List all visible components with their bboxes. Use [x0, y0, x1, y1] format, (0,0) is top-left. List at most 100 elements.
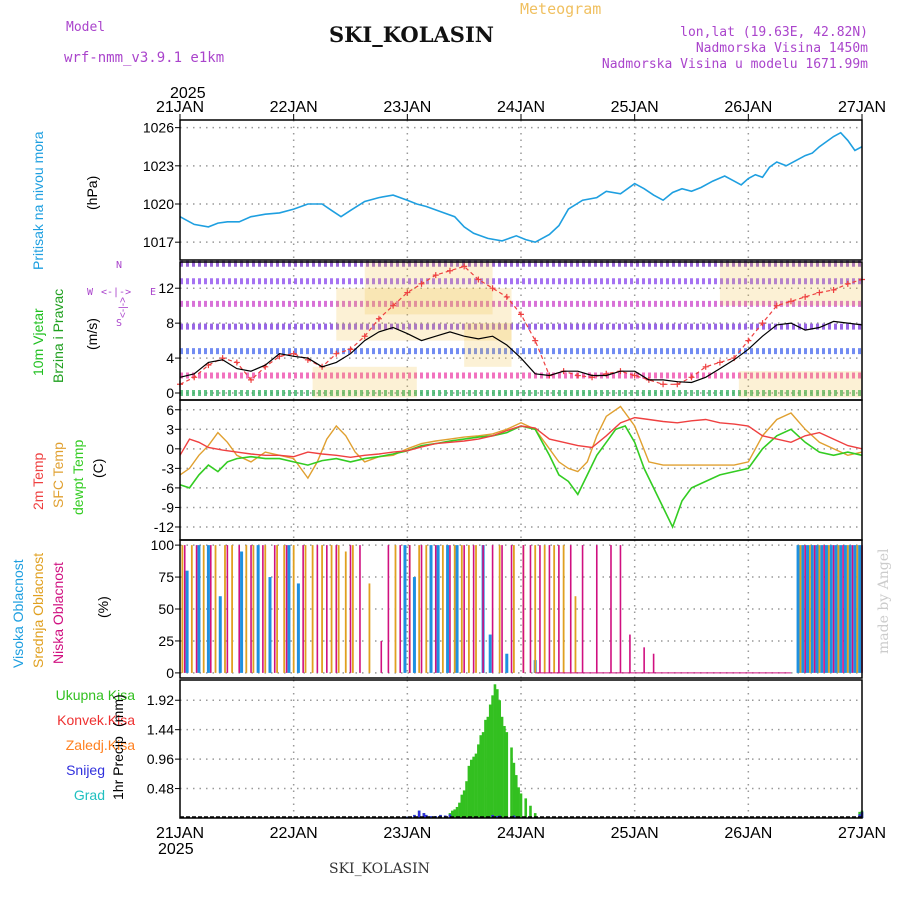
cloud-bar: [425, 545, 428, 673]
cloud-bar: [224, 545, 226, 673]
wind-gust-marker: [802, 293, 809, 300]
wind-gust-marker: [233, 359, 240, 366]
precip-bar: [455, 806, 459, 818]
cloud-bar: [482, 545, 484, 673]
cloud-bar: [581, 545, 584, 673]
wind-gust-marker: [702, 363, 709, 370]
compass-west: W: [87, 287, 94, 298]
model-name: wrf-nmm_v3.9.1 e1km: [64, 50, 225, 66]
cloud-bar: [387, 545, 390, 673]
cloud-bar: [252, 545, 255, 673]
cloud-bar: [498, 545, 501, 673]
day-label-bottom: 25JAN: [611, 825, 659, 842]
y-tick-label: 0.48: [147, 781, 174, 797]
cloud-bar: [799, 545, 802, 673]
legend-conv-precip: Konvek.Kisa: [57, 712, 135, 728]
cloud-bar: [491, 545, 494, 673]
wind-gust-marker: [461, 263, 468, 270]
cloud-bar: [851, 545, 854, 673]
cloud-bar: [418, 545, 421, 673]
cloud-bar: [534, 545, 537, 673]
cloud-bar: [610, 545, 612, 673]
cloud-bar: [273, 545, 276, 673]
y-tick-label: -9: [162, 499, 175, 515]
precip-bar: [479, 735, 483, 818]
cloud-bar: [512, 545, 515, 673]
cloud-bar: [202, 545, 205, 673]
cloud-bar: [245, 545, 248, 673]
y-tick-label: 1023: [143, 158, 174, 174]
cloud-bar: [468, 545, 470, 673]
day-label-bottom: 24JAN: [497, 825, 545, 842]
cloud-bar: [848, 545, 852, 673]
cloud-bar: [304, 545, 307, 673]
panel-frame: [179, 539, 863, 679]
precip-bar: [481, 732, 485, 818]
y-tick-label: 1.92: [147, 692, 174, 708]
cloud-bar: [548, 545, 551, 673]
wind-gust-marker: [347, 346, 354, 353]
cloud-bar: [434, 545, 437, 673]
legend-snow: Snijeg: [66, 762, 105, 778]
precip-bar: [524, 798, 528, 818]
precip-bar: [451, 810, 454, 818]
cloud-bar: [321, 545, 323, 673]
cloud-bar: [858, 545, 862, 673]
y-tick-label: 25: [158, 633, 174, 649]
precip-bar: [496, 689, 499, 818]
cloud-bar: [824, 545, 828, 673]
wind-gust-marker: [361, 333, 368, 340]
cloud-bar: [195, 545, 198, 673]
cloud-bar: [842, 545, 844, 673]
cloud-bar: [190, 545, 193, 673]
wind-gust-marker: [844, 280, 851, 287]
cloud-bar: [209, 545, 212, 673]
precip-bar: [491, 695, 494, 818]
cloud-bar: [226, 545, 229, 673]
precip-bar: [517, 787, 520, 818]
cloud-bar: [412, 577, 416, 673]
cloud-bar: [287, 545, 291, 673]
precip-bar: [512, 762, 516, 818]
precip-bar: [519, 793, 523, 818]
y-tick-label: 1017: [143, 234, 174, 250]
precip-bar: [417, 810, 421, 818]
cloud-bar: [337, 545, 340, 673]
cloud-bar: [543, 545, 546, 673]
cloud-bar: [446, 545, 450, 673]
cloud-bar: [399, 545, 402, 673]
cloud-bar: [801, 545, 805, 673]
wind-gust-marker: [660, 381, 667, 388]
cloud-bar: [832, 545, 835, 673]
cloud-bar: [510, 545, 513, 673]
y-tick-label: -12: [154, 519, 174, 535]
cloud-bar: [846, 545, 849, 673]
precip-bar: [462, 790, 466, 818]
y-tick-label: 75: [158, 569, 174, 585]
precip-bar: [477, 744, 480, 818]
cloud-bar: [829, 545, 833, 673]
y-tick-label: 0: [166, 665, 174, 681]
cloud-bar: [214, 545, 217, 673]
precip-bar: [498, 700, 501, 818]
precip-bar: [505, 732, 509, 818]
cloud-bar: [501, 545, 503, 673]
y-tick-label: 6: [166, 402, 174, 418]
cloud-bar: [344, 551, 347, 673]
y-tick-label: 4: [166, 350, 174, 366]
cloud-bar: [595, 545, 598, 673]
precip-bar: [484, 719, 487, 818]
cloud-bar: [359, 545, 361, 673]
cloud-bar: [262, 545, 264, 673]
wind-strong-area: [738, 371, 862, 398]
precip-bar: [422, 813, 426, 818]
wind-gust-marker: [418, 280, 425, 287]
precip-bar: [503, 726, 506, 818]
compass-north: N: [116, 260, 123, 271]
precip-bar: [472, 756, 475, 818]
cloud-bar: [813, 545, 816, 673]
model-altitude-label: Nadmorska Visina u modelu 1671.99m: [601, 57, 868, 72]
cloud-bar: [460, 545, 463, 673]
wind-gust-marker: [248, 376, 255, 383]
